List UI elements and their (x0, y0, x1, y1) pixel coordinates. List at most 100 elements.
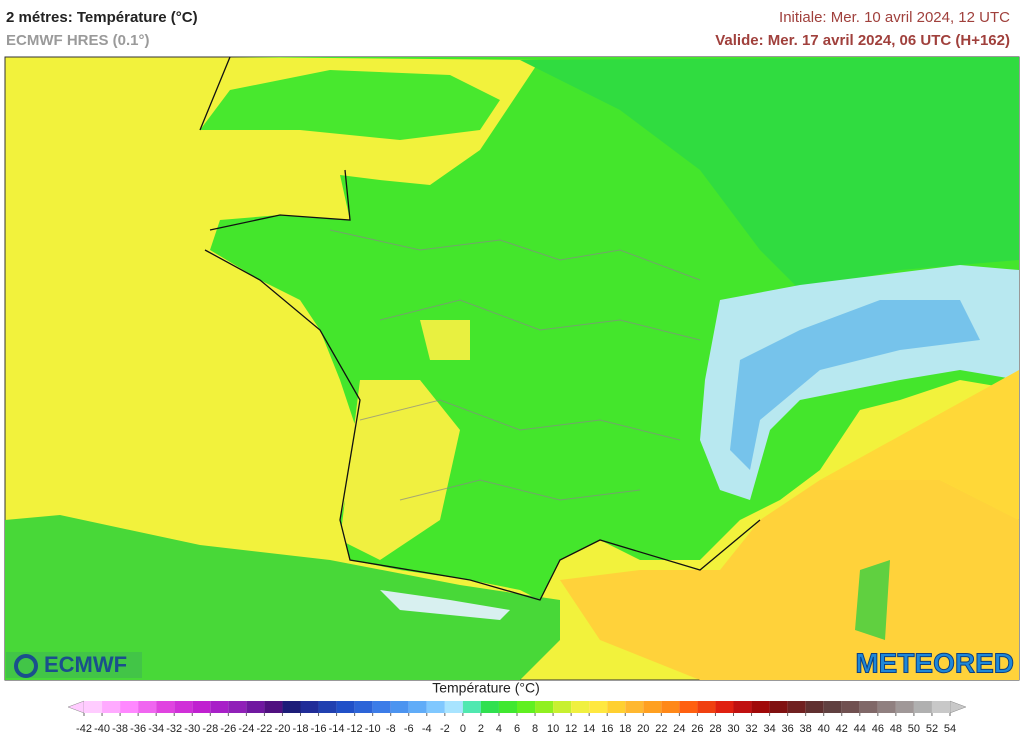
colorbar-tick-label: 34 (763, 723, 775, 735)
colorbar-segment (462, 701, 481, 713)
colorbar-tick-label: 44 (854, 723, 866, 735)
colorbar-tick-label: 6 (514, 723, 520, 735)
colorbar-tick-label: -22 (256, 723, 272, 735)
colorbar-tick-label: 20 (637, 723, 649, 735)
colorbar-tick-label: -36 (130, 723, 146, 735)
colorbar-segment (931, 701, 950, 713)
colorbar-segment (517, 701, 536, 713)
corsica (855, 560, 890, 640)
centre-warm (420, 320, 470, 360)
colorbar-tick-label: 24 (673, 723, 685, 735)
colorbar-arrow-high (949, 700, 967, 714)
colorbar-tick-label: 46 (872, 723, 884, 735)
colorbar-segment (589, 701, 608, 713)
colorbar-segment (426, 701, 445, 713)
colorbar-tick-label: 50 (908, 723, 920, 735)
england (200, 70, 500, 140)
colorbar-tick-label: 54 (944, 723, 956, 735)
colorbar-tick-label: 36 (782, 723, 794, 735)
colorbar-segment (498, 701, 517, 713)
colorbar-segment (228, 701, 247, 713)
colorbar-segment (697, 701, 716, 713)
colorbar-tick-label: 40 (818, 723, 830, 735)
mediterranean (560, 470, 1019, 680)
colorbar-segment (408, 701, 427, 713)
colorbar-tick-label: 26 (691, 723, 703, 735)
colorbar-tick-label: -2 (440, 723, 450, 735)
land-north (520, 57, 1019, 290)
colorbar-tick-label: -42 (76, 723, 92, 735)
colorbar-segment (300, 701, 319, 713)
colorbar-segment (625, 701, 644, 713)
valid-time: Valide: Mer. 17 avril 2024, 06 UTC (H+16… (715, 32, 1010, 49)
colorbar-segment (480, 701, 499, 713)
colorbar-segment (210, 701, 229, 713)
colorbar-tick-label: 32 (745, 723, 757, 735)
colorbar-tick-label: -16 (311, 723, 327, 735)
colorbar-segment (877, 701, 896, 713)
colorbar-segment (769, 701, 788, 713)
colorbar-segment (264, 701, 283, 713)
colorbar-tick-label: 22 (655, 723, 667, 735)
logo-left: ECMWF (6, 652, 142, 678)
colorbar-tick-label: 4 (496, 723, 502, 735)
colorbar-tick-label: -10 (365, 723, 381, 735)
colorbar-tick-label: 18 (619, 723, 631, 735)
colorbar-tick-label: -30 (184, 723, 200, 735)
logo-icon (14, 654, 38, 678)
colorbar-segment (841, 701, 860, 713)
colorbar-tick-label: 30 (727, 723, 739, 735)
colorbar-segment (571, 701, 590, 713)
colorbar-segment (102, 701, 121, 713)
model-name: ECMWF HRES (0.1°) (6, 32, 150, 49)
colorbar-segment (751, 701, 770, 713)
colorbar-segment (318, 701, 337, 713)
colorbar-tick-label: -20 (275, 723, 291, 735)
colorbar-tick-label: 38 (800, 723, 812, 735)
colorbar-tick-label: 52 (926, 723, 938, 735)
colorbar-tick-label: 48 (890, 723, 902, 735)
colorbar-segment (895, 701, 914, 713)
colorbar-segment (282, 701, 301, 713)
colorbar-segment (805, 701, 824, 713)
pyrenees (380, 590, 510, 620)
colorbar-tick-label: 14 (583, 723, 595, 735)
colorbar-tick-label: -38 (112, 723, 128, 735)
colorbar-segment (643, 701, 662, 713)
colorbar-tick-label: 0 (460, 723, 466, 735)
colorbar-segment (336, 701, 355, 713)
colorbar-segment (354, 701, 373, 713)
colorbar-segment (192, 701, 211, 713)
colorbar: Température (°C) -42 -40 -38 -36 -34 -32 -30 -2… (67, 680, 967, 735)
alps-peaks (730, 300, 980, 470)
colorbar-segment (607, 701, 626, 713)
colorbar-tick-label: 12 (565, 723, 577, 735)
map (4, 56, 1020, 681)
colorbar-segment (859, 701, 878, 713)
colorbar-segment (156, 701, 175, 713)
colorbar-segment (174, 701, 193, 713)
ecmwf-logo: ECMWF (44, 652, 127, 677)
colorbar-tick-label: -32 (166, 723, 182, 735)
colorbar-arrow-low (67, 700, 85, 714)
colorbar-tick-label: 16 (601, 723, 613, 735)
colorbar-segment (138, 701, 157, 713)
colorbar-tick-label: 28 (709, 723, 721, 735)
init-time: Initiale: Mer. 10 avril 2024, 12 UTC (779, 9, 1010, 26)
coastline (199, 56, 761, 601)
colorbar-tick-label: -14 (329, 723, 345, 735)
borders (329, 229, 701, 501)
colorbar-segment (679, 701, 698, 713)
colorbar-segment (553, 701, 572, 713)
map-title: 2 métres: Température (°C) (6, 9, 198, 26)
colorbar-segment (913, 701, 932, 713)
colorbar-tick-label: -26 (220, 723, 236, 735)
colorbar-segment (715, 701, 734, 713)
colorbar-segment (444, 701, 463, 713)
colorbar-segment (372, 701, 391, 713)
colorbar-tick-label: -34 (148, 723, 164, 735)
colorbar-tick-label: 42 (836, 723, 848, 735)
colorbar-title: Température (°C) (432, 680, 540, 696)
